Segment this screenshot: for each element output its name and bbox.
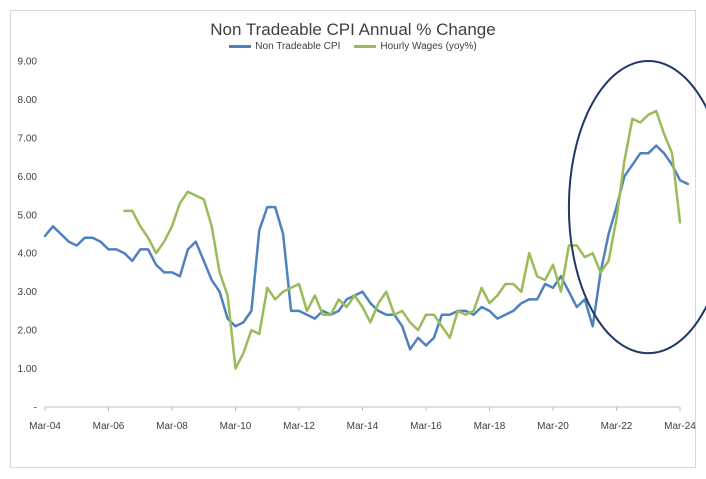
legend-swatch-wages [354, 45, 377, 48]
x-tick-label: Mar-14 [347, 421, 379, 432]
legend-item-wages: Hourly Wages (yoy%) [354, 41, 477, 52]
y-tick-label: - [34, 403, 37, 414]
y-tick-label: 9.00 [18, 57, 38, 68]
legend-item-cpi: Non Tradeable CPI [229, 41, 340, 52]
series-line-non-tradeable-cpi [43, 144, 690, 351]
y-tick-label: 5.00 [18, 210, 38, 221]
chart-frame [10, 10, 696, 468]
x-tick-label: Mar-16 [410, 421, 442, 432]
x-tick-label: Mar-24 [664, 421, 696, 432]
highlight-ellipse [567, 60, 706, 355]
legend-swatch-cpi [229, 45, 252, 48]
x-tick-label: Mar-04 [29, 421, 61, 432]
chart-legend: Non Tradeable CPI Hourly Wages (yoy%) [0, 41, 706, 52]
y-tick-label: 7.00 [18, 133, 38, 144]
legend-label-wages: Hourly Wages (yoy%) [380, 41, 477, 52]
x-tick-label: Mar-22 [601, 421, 633, 432]
y-tick-label: 2.00 [18, 326, 38, 337]
y-tick-label: 3.00 [18, 287, 38, 298]
y-tick-label: 1.00 [18, 364, 38, 375]
x-tick-label: Mar-18 [474, 421, 506, 432]
chart-title: Non Tradeable CPI Annual % Change [210, 20, 496, 39]
x-tick-label: Mar-20 [537, 421, 569, 432]
x-tick-label: Mar-12 [283, 421, 315, 432]
x-tick-label: Mar-08 [156, 421, 188, 432]
y-tick-label: 8.00 [18, 95, 38, 106]
x-tick-label: Mar-10 [220, 421, 252, 432]
legend-label-cpi: Non Tradeable CPI [255, 41, 341, 52]
x-tick-label: Mar-06 [93, 421, 125, 432]
y-tick-label: 6.00 [18, 172, 38, 183]
series-line-hourly-wages [123, 109, 682, 370]
y-tick-label: 4.00 [18, 249, 38, 260]
